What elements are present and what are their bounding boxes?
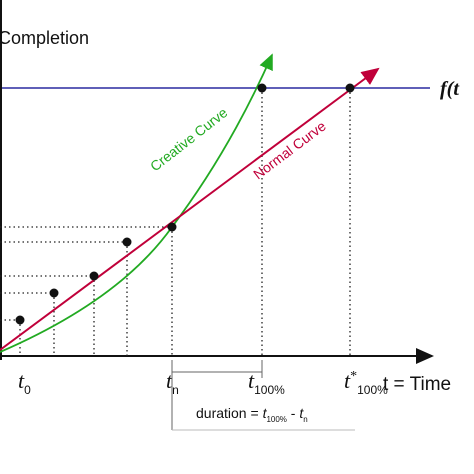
duration-label: duration = t100% - tn: [196, 405, 308, 424]
y-axis-label: Completion: [0, 28, 89, 48]
tick-label: tn: [166, 368, 179, 397]
creative-curve: [0, 53, 273, 353]
tick-label: t100%: [248, 368, 285, 397]
label-part: -: [287, 405, 299, 421]
label-part: t: [248, 368, 255, 393]
duration-bracket: [171, 360, 355, 431]
label-part: t: [344, 368, 351, 393]
normal-curve: [0, 67, 380, 351]
x-axis-label: t = Time: [383, 374, 451, 395]
tick-label: t*100%: [344, 368, 388, 397]
label-part: 0: [24, 383, 31, 397]
label-part: n: [303, 415, 307, 424]
label-part: 100%: [266, 415, 286, 424]
limit-label: f(t: [440, 78, 460, 100]
normal-curve-label: Normal Curve: [250, 118, 329, 183]
points: [15, 83, 355, 325]
label-part: duration =: [196, 405, 263, 421]
label-part: t: [166, 368, 173, 393]
label-part: t: [18, 368, 25, 393]
label-part: t: [263, 405, 268, 421]
label-part: *: [350, 369, 357, 384]
guides: [0, 88, 351, 356]
creative-curve-label: Creative Curve: [147, 104, 231, 174]
label-part: t: [299, 405, 304, 421]
tick-label: t0: [18, 368, 31, 397]
label-part: 100%: [254, 383, 285, 397]
label-part: 100%: [357, 383, 388, 397]
label-part: n: [172, 383, 179, 397]
